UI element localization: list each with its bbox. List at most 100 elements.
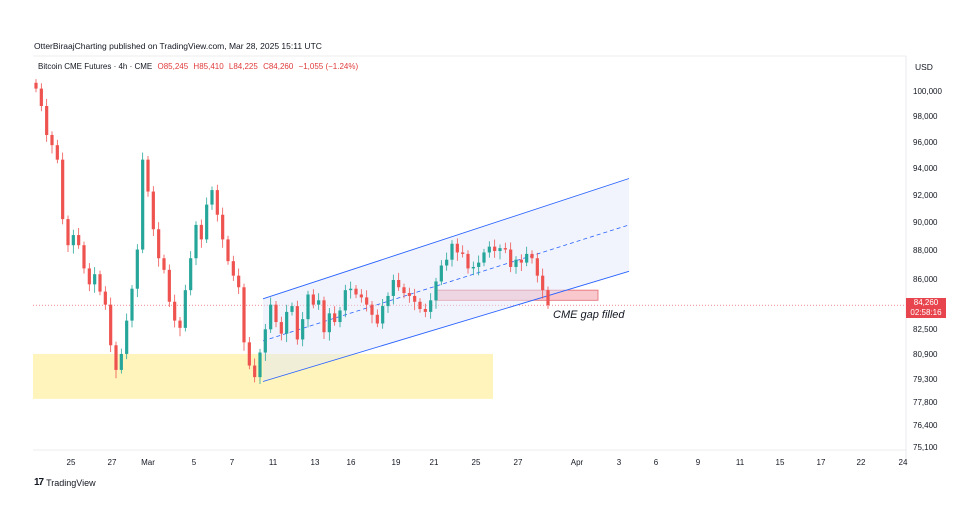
demand-zone: [33, 353, 493, 399]
candle-body: [317, 300, 321, 305]
candle-body: [493, 246, 497, 251]
currency-label[interactable]: USD: [915, 62, 933, 72]
candle-body: [445, 259, 449, 266]
footer-brand-text: TradingView: [46, 477, 96, 488]
gap-annotation: CME gap filled: [553, 309, 625, 321]
candle-body: [311, 294, 315, 305]
candle-body: [231, 261, 235, 276]
candle-body: [98, 274, 102, 292]
candle-body: [151, 191, 155, 230]
candle-body: [343, 290, 347, 311]
channel-lower-line: [262, 270, 630, 382]
candle-body: [173, 301, 177, 321]
candle-body: [386, 295, 390, 307]
x-tick-label: 25: [472, 458, 481, 467]
footer-brand[interactable]: 17 TradingView: [34, 477, 96, 488]
candle-body: [509, 249, 513, 267]
y-tick-label: 77,800: [913, 398, 938, 407]
candle-body: [162, 258, 166, 270]
candle-body: [109, 304, 113, 346]
candle-body: [375, 314, 379, 324]
candle-body: [253, 365, 257, 378]
high-value: H85,410: [193, 62, 224, 71]
candle-body: [183, 290, 187, 328]
candle-body: [333, 313, 337, 323]
candle-body: [263, 329, 267, 353]
candle-body: [402, 287, 406, 294]
candle-body: [525, 253, 529, 263]
candle-body: [82, 245, 86, 269]
candle-body: [103, 291, 107, 305]
y-tick-label: 76,400: [913, 421, 938, 430]
x-tick-label: 19: [392, 458, 401, 467]
candle-body: [167, 269, 171, 302]
candle-body: [34, 82, 38, 89]
candle-body: [242, 287, 246, 343]
candle-body: [546, 290, 550, 306]
candle-body: [274, 304, 278, 323]
candle-body: [498, 248, 502, 251]
candle-body: [519, 259, 523, 263]
candle-body: [397, 280, 401, 288]
candle-body: [125, 320, 129, 354]
candle-body: [61, 159, 65, 220]
candle-body: [146, 159, 150, 192]
published-header: OtterBiraajCharting published on Trading…: [34, 41, 322, 51]
x-tick-label: 25: [67, 458, 76, 467]
x-tick-label: 6: [654, 458, 659, 467]
candle-body: [71, 235, 75, 246]
candle-body: [434, 281, 438, 301]
candle-body: [306, 294, 310, 320]
candle-body: [87, 268, 91, 285]
x-tick-label: 15: [776, 458, 785, 467]
x-tick-label: Apr: [571, 458, 584, 467]
candle-body: [199, 224, 203, 240]
candle-body: [461, 252, 465, 254]
x-tick-label: 11: [736, 458, 745, 467]
candle-body: [77, 235, 81, 246]
candle-body: [439, 265, 443, 282]
y-tick-label: 79,300: [913, 375, 938, 384]
candle-body: [295, 306, 299, 340]
candle-body: [221, 214, 225, 240]
candle-body: [189, 258, 193, 291]
candle-body: [407, 293, 411, 296]
y-tick-label: 96,000: [913, 138, 938, 147]
open-value: O85,245: [157, 62, 189, 71]
y-tick-label: 90,000: [913, 218, 938, 227]
y-tick-label: 88,000: [913, 246, 938, 255]
candle-body: [338, 310, 342, 323]
candle-body: [466, 253, 470, 269]
y-tick-label: 80,900: [913, 350, 938, 359]
candle-body: [413, 295, 417, 302]
channel-fill: [263, 178, 629, 382]
candle-body: [55, 145, 59, 160]
candle-body: [119, 353, 123, 370]
candle-body: [258, 352, 262, 378]
countdown-tag: 02:58:16: [906, 308, 946, 318]
x-tick-label: 7: [230, 458, 235, 467]
candle-body: [327, 313, 331, 333]
x-tick-label: 3: [617, 458, 622, 467]
y-tick-label: 94,000: [913, 164, 938, 173]
y-tick-label: 82,500: [913, 325, 938, 334]
candle-body: [215, 190, 219, 215]
candle-body: [503, 248, 507, 250]
candle-body: [365, 297, 369, 305]
ohlc-legend: Bitcoin CME Futures · 4h · CME O85,245 H…: [38, 62, 361, 71]
candle-body: [482, 252, 486, 263]
symbol-label[interactable]: Bitcoin CME Futures · 4h · CME: [38, 62, 153, 71]
candle-body: [114, 345, 118, 370]
candle-body: [141, 159, 145, 250]
candle-body: [530, 253, 534, 259]
y-tick-label: 92,000: [913, 191, 938, 200]
last-price-tag: 84,260: [906, 298, 946, 308]
x-tick-label: 27: [108, 458, 117, 467]
candle-body: [514, 259, 518, 267]
candle-body: [423, 309, 427, 312]
candle-body: [354, 288, 358, 295]
candle-body: [535, 258, 539, 276]
candle-body: [45, 106, 49, 135]
candle-body: [39, 88, 43, 106]
